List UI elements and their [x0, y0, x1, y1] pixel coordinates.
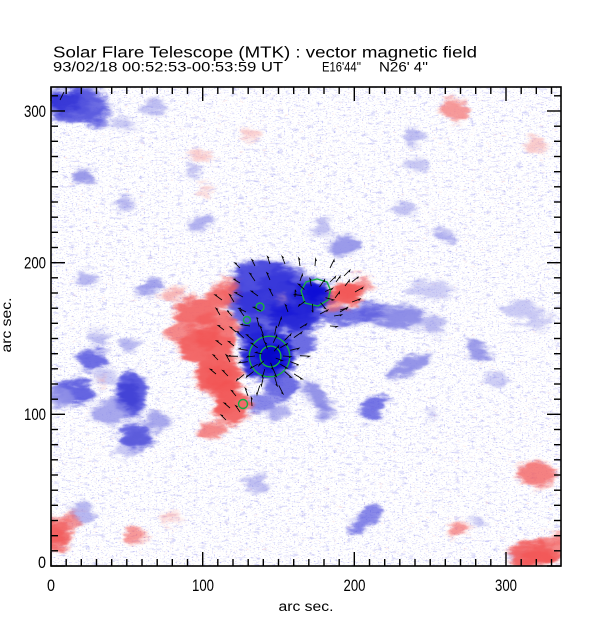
svg-text:0: 0 [47, 576, 55, 595]
svg-text:E16'44'': E16'44'' [322, 59, 361, 75]
svg-text:100: 100 [192, 576, 214, 595]
svg-text:300: 300 [495, 576, 517, 595]
svg-text:100: 100 [24, 405, 46, 424]
svg-text:arc sec.: arc sec. [279, 599, 334, 614]
svg-text:200: 200 [344, 576, 366, 595]
svg-text:arc sec.: arc sec. [0, 298, 14, 353]
svg-text:300: 300 [24, 102, 46, 121]
svg-text:93/02/18 00:52:53-00:53:59 UT: 93/02/18 00:52:53-00:53:59 UT [53, 59, 284, 75]
svg-text:200: 200 [24, 254, 46, 273]
svg-text:N26' 4'': N26' 4'' [379, 59, 428, 75]
svg-text:0: 0 [38, 553, 46, 572]
svg-text:Solar Flare Telescope (MTK) :: Solar Flare Telescope (MTK) : vector mag… [53, 45, 477, 62]
